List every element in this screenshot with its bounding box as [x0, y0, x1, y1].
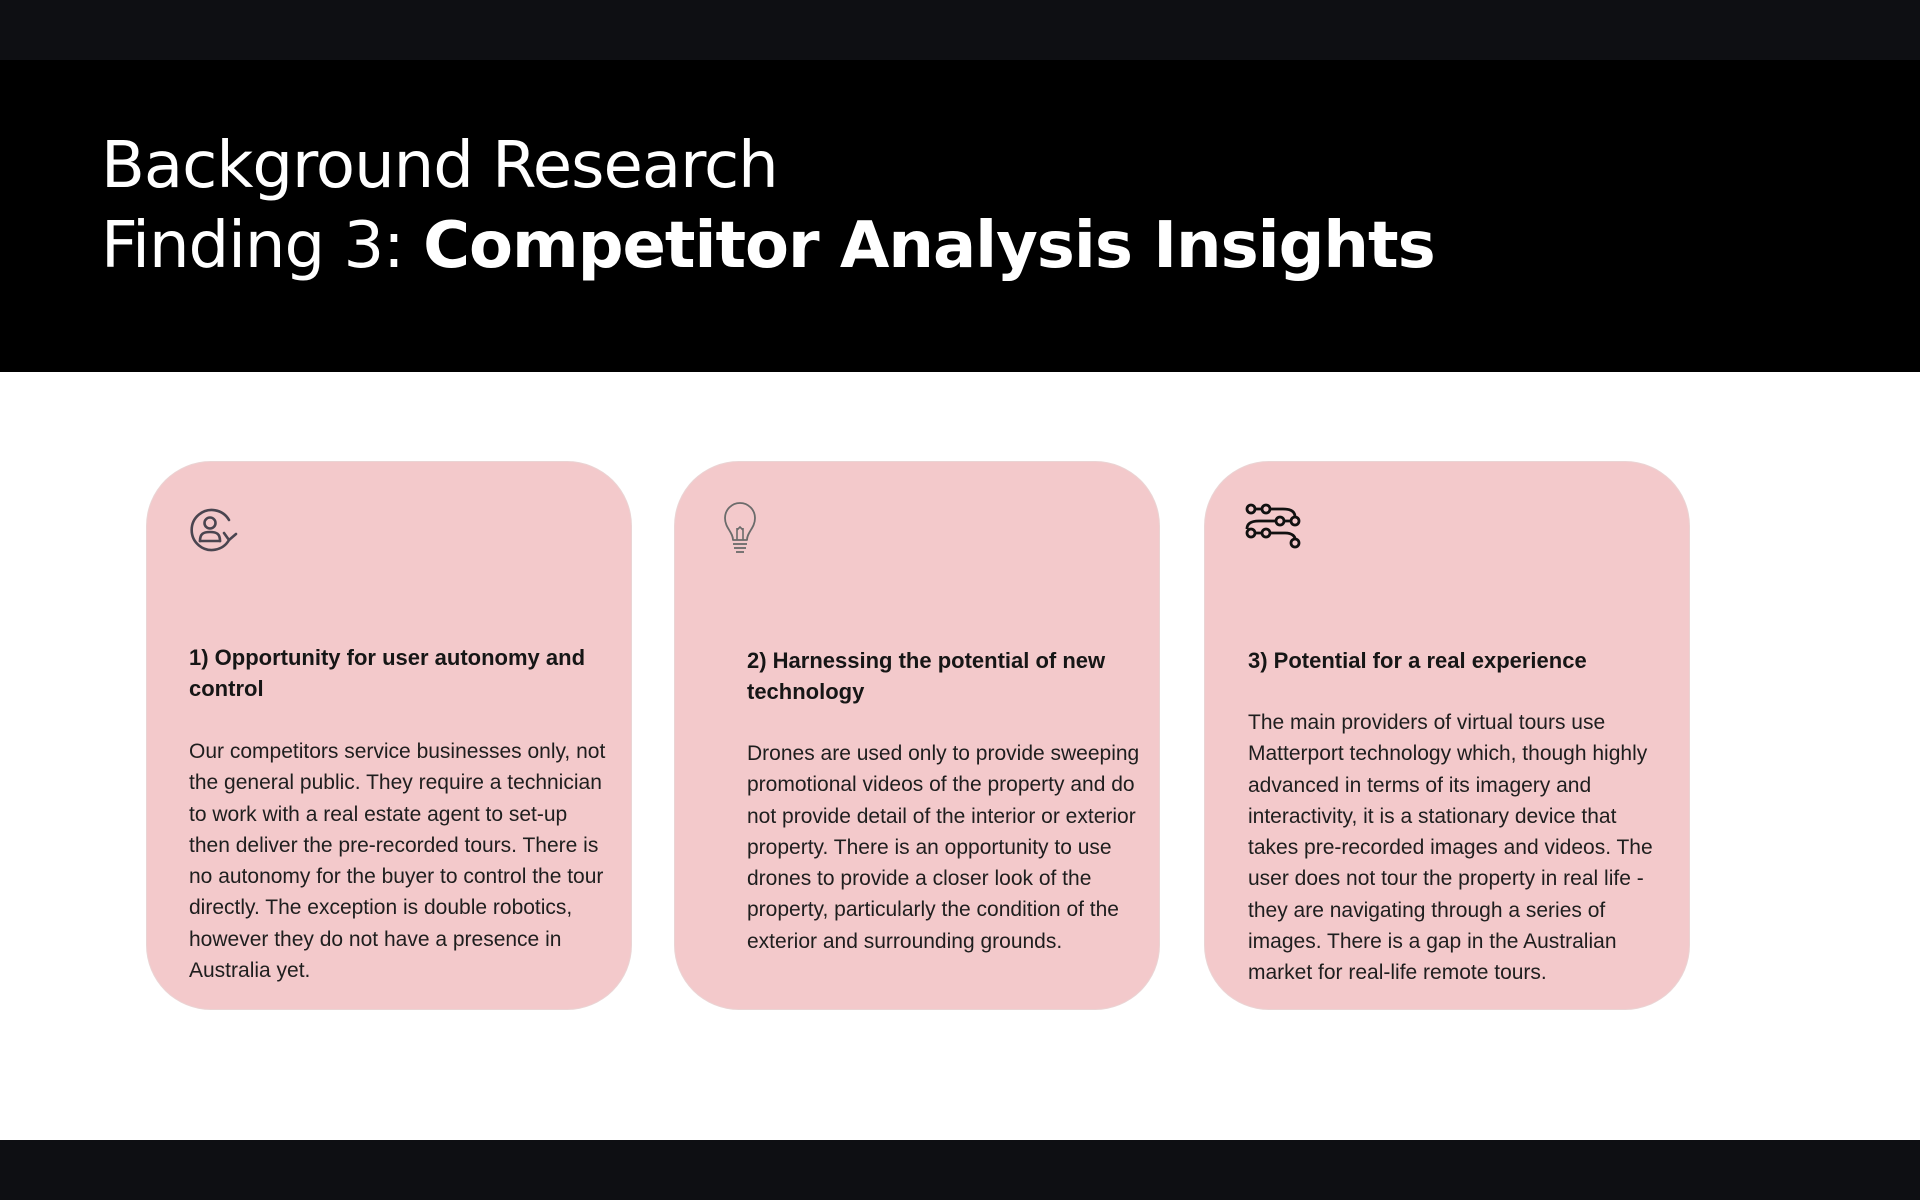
slide-title-line-1: Background Research: [101, 126, 778, 206]
card-title: 1) Opportunity for user autonomy and con…: [189, 642, 609, 704]
slide-title-bold: Competitor Analysis Insights: [423, 209, 1435, 283]
finding-card-3: 3) Potential for a real experience The m…: [1205, 462, 1689, 1009]
card-body: The main providers of virtual tours use …: [1248, 707, 1668, 989]
viewer-bottom-bar: [0, 1140, 1920, 1200]
viewer-top-bar: [0, 0, 1920, 60]
user-rotate-icon: [185, 500, 245, 560]
finding-card-2: 2) Harnessing the potential of new techn…: [675, 462, 1159, 1009]
slide: Background Research Finding 3: Competito…: [0, 60, 1920, 1140]
card-title: 3) Potential for a real experience: [1248, 645, 1668, 676]
path-nodes-icon: [1243, 500, 1303, 560]
slide-title-line-2: Finding 3: Competitor Analysis Insights: [101, 206, 1435, 286]
lightbulb-icon: [713, 500, 773, 560]
card-title: 2) Harnessing the potential of new techn…: [747, 645, 1147, 707]
slide-title-prefix: Finding 3:: [101, 209, 423, 283]
card-body: Our competitors service businesses only,…: [189, 736, 609, 986]
card-body: Drones are used only to provide sweeping…: [747, 738, 1147, 957]
finding-card-1: 1) Opportunity for user autonomy and con…: [147, 462, 631, 1009]
slide-header: Background Research Finding 3: Competito…: [0, 60, 1920, 372]
